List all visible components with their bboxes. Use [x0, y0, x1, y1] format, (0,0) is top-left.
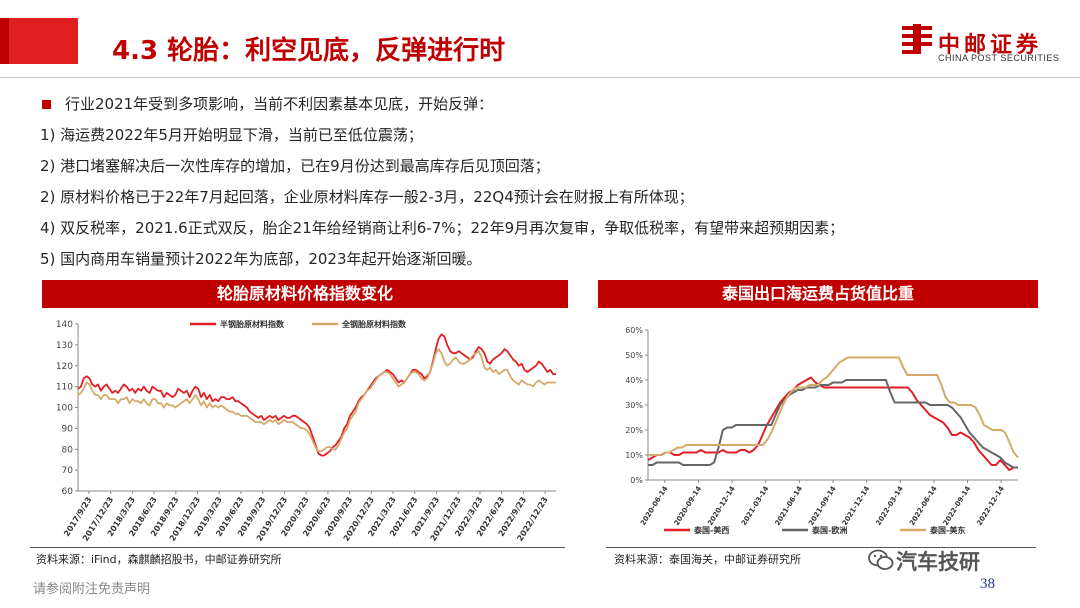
brand-subtitle: CHINA POST SECURITIES	[938, 53, 1060, 63]
y-tick-label: 30%	[625, 401, 643, 410]
series-line	[77, 348, 556, 453]
x-tick-label: 2022-06-14	[908, 485, 939, 527]
wechat-logo-icon	[868, 548, 894, 572]
right-source-divider	[606, 547, 1036, 548]
series-line	[647, 376, 1018, 471]
bullet-text: 2) 港口堵塞解决后一次性库存的增加，已在9月份达到最高库存后见顶回落；	[40, 157, 550, 175]
bullet-text: 1) 海运费2022年5月开始明显下滑，当前已至低位震荡；	[40, 126, 423, 144]
bullet-item: 1) 海运费2022年5月开始明显下滑，当前已至低位震荡；	[40, 121, 1050, 152]
y-tick-label: 0%	[630, 476, 643, 485]
left-source-divider	[30, 547, 565, 548]
x-tick-label: 2021-03-14	[740, 485, 771, 527]
x-tick-label: 2022-09-14	[942, 485, 973, 527]
header-divider	[0, 77, 1080, 78]
x-tick-label: 2020-06-14	[639, 485, 670, 527]
y-tick-label: 20%	[625, 426, 643, 435]
bullet-text: 5) 国内商用车销量预计2022年为底部，2023年起开始逐渐回暖。	[40, 250, 482, 268]
bullet-item: 4) 双反税率，2021.6正式双反，胎企21年给经销商让利6-7%；22年9月…	[40, 214, 1050, 245]
title-accent-stripe	[0, 18, 9, 64]
page-title: 4.3 轮胎：利空见底，反弹进行时	[112, 36, 506, 66]
footer-disclaimer: 请参阅附注免责声明	[33, 582, 151, 597]
y-tick-label: 120	[56, 362, 73, 372]
china-post-logo-icon	[900, 22, 934, 56]
bullet-text: 行业2021年受到多项影响，当前不利因素基本见底，开始反弹：	[65, 95, 494, 113]
legend-label: 全钢胎原材料指数	[341, 319, 407, 329]
y-tick-label: 140	[56, 320, 73, 330]
legend-label: 泰国-欧洲	[811, 525, 847, 535]
bullet-intro: 行业2021年受到多项影响，当前不利因素基本见底，开始反弹：	[40, 90, 1050, 121]
x-tick-label: 2021-09-14	[807, 485, 838, 527]
bullet-item: 5) 国内商用车销量预计2022年为底部，2023年起开始逐渐回暖。	[40, 245, 1050, 276]
raw-material-index-chart: 607080901001101201301402017/9/232017/12/…	[56, 319, 556, 543]
series-line	[77, 333, 556, 457]
x-tick-label: 2022-03-14	[874, 485, 905, 527]
x-tick-label: 2021-12-14	[841, 485, 872, 527]
legend-label: 泰国-美东	[929, 525, 965, 535]
wechat-account-name: 汽车技研	[896, 550, 980, 574]
bullet-text: 4) 双反税率，2021.6正式双反，胎企21年给经销商让利6-7%；22年9月…	[40, 219, 845, 237]
y-tick-label: 130	[56, 341, 73, 351]
series-line	[648, 356, 1019, 459]
y-tick-label: 50%	[625, 351, 643, 360]
title-accent-bar	[0, 18, 78, 64]
series-line	[648, 379, 1018, 469]
bullet-text: 2) 原材料价格已于22年7月起回落，企业原材料库存一般2-3月，22Q4预计会…	[40, 188, 694, 206]
y-tick-label: 60	[62, 487, 74, 497]
y-tick-label: 10%	[625, 451, 643, 460]
y-tick-label: 90	[62, 424, 74, 434]
left-chart-header: 轮胎原材料价格指数变化	[42, 280, 568, 308]
y-tick-label: 100	[56, 404, 73, 414]
left-chart-source: 资料来源：iFind，森麒麟招股书，中邮证券研究所	[36, 553, 282, 566]
x-tick-label: 2020-12-14	[706, 485, 737, 527]
legend-label: 半钢胎原材料指数	[220, 319, 285, 329]
legend-label: 泰国-美西	[693, 525, 729, 535]
y-tick-label: 110	[56, 383, 73, 393]
y-tick-label: 60%	[625, 326, 643, 335]
right-chart-source: 资料来源：泰国海关，中邮证券研究所	[614, 553, 801, 566]
x-tick-label: 2021-06-14	[774, 485, 805, 527]
bullet-marker-icon	[42, 99, 51, 109]
freight-share-chart: 0% 10% 20% 30% 40% 50% 60% 2020-06-14 2020-09-14…	[625, 326, 1019, 535]
y-tick-label: 40%	[625, 376, 643, 385]
right-chart-header: 泰国出口海运费占货值比重	[598, 280, 1038, 308]
y-tick-label: 70	[62, 466, 74, 476]
y-tick-label: 80	[62, 445, 74, 455]
bullet-item: 2) 原材料价格已于22年7月起回落，企业原材料库存一般2-3月，22Q4预计会…	[40, 183, 1050, 214]
brand-name: 中邮证券	[938, 33, 1043, 58]
x-tick-label: 2022-12-14	[975, 485, 1006, 527]
page-number: 38	[980, 576, 995, 592]
x-tick-label: 2020-09-14	[673, 485, 704, 527]
bullet-item: 2) 港口堵塞解决后一次性库存的增加，已在9月份达到最高库存后见顶回落；	[40, 152, 1050, 183]
bullet-list: 行业2021年受到多项影响，当前不利因素基本见底，开始反弹： 1) 海运费202…	[40, 90, 1050, 276]
